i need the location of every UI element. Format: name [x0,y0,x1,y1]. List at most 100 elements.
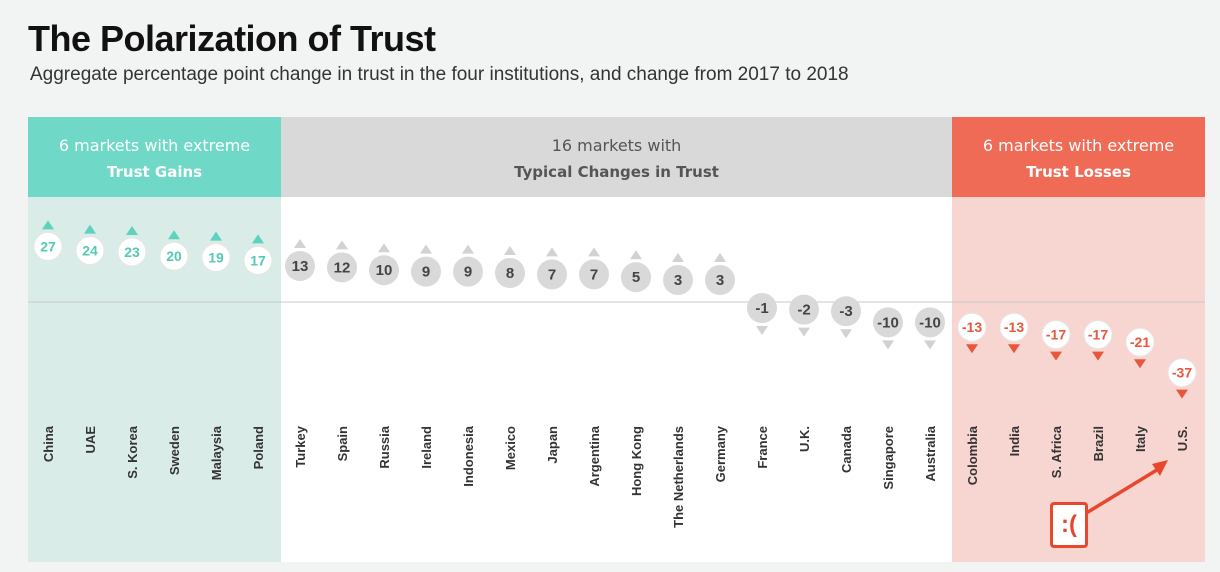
value-bubble-canada [831,296,861,327]
group-header-0 [28,117,281,197]
category-label-poland: Poland [251,426,266,469]
value-label-australia: -10 [919,314,941,331]
value-bubble-turkey [285,251,315,281]
up-arrow-icon [84,224,96,234]
down-arrow-icon [1176,389,1188,399]
category-label-u-s: U.S. [1175,426,1190,451]
value-label-brazil: -17 [1088,327,1108,343]
value-label-uae: 24 [82,243,98,259]
value-label-germany: 3 [716,272,724,289]
up-arrow-icon [252,234,264,244]
down-arrow-icon [924,340,936,350]
group-panel-1 [281,197,952,562]
group-header-line2: Trust Losses [1026,163,1131,181]
down-arrow-icon [1008,344,1020,354]
category-label-mexico: Mexico [503,426,518,470]
value-bubble-hong-kong [621,262,651,293]
value-bubble-spain [327,252,357,283]
category-label-brazil: Brazil [1091,426,1106,461]
up-arrow-icon [420,244,432,254]
up-arrow-icon [462,244,474,254]
up-arrow-icon [126,226,138,235]
value-label-turkey: 13 [292,258,309,275]
value-bubble-singapore [873,307,903,338]
category-label-hong-kong: Hong Kong [629,426,644,496]
value-label-italy: -21 [1130,334,1150,350]
value-label-malaysia: 19 [208,250,224,266]
up-arrow-icon [210,231,222,241]
category-label-u-k: U.K. [797,426,812,452]
value-label-indonesia: 9 [464,264,472,281]
value-label-ireland: 9 [422,264,430,281]
down-arrow-icon [882,340,894,350]
value-label-argentina: 7 [590,266,598,283]
value-label-colombia: -13 [962,319,982,335]
down-arrow-icon [1092,351,1104,361]
category-label-china: China [41,425,56,462]
up-arrow-icon [672,253,684,262]
value-bubble-mexico [495,258,525,288]
category-label-turkey: Turkey [293,425,308,467]
group-header-2 [952,117,1205,197]
value-label-singapore: -10 [877,314,899,331]
category-label-india: India [1007,425,1022,456]
up-arrow-icon [378,243,390,253]
up-arrow-icon [546,247,558,257]
value-bubble-colombia [957,312,987,342]
category-label-s-korea: S. Korea [125,425,140,479]
category-label-sweden: Sweden [167,426,182,475]
value-bubble-sweden [159,241,189,271]
value-bubble-france [747,293,777,323]
category-label-spain: Spain [335,426,350,461]
value-bubble-indonesia [453,256,483,287]
value-label-spain: 12 [334,259,351,276]
value-bubble-russia [369,255,399,286]
value-label-russia: 10 [376,262,393,279]
up-arrow-icon [168,230,180,240]
category-label-s-africa: S. Africa [1049,425,1064,478]
category-label-ireland: Ireland [419,426,434,469]
up-arrow-icon [42,220,54,230]
value-label-france: -1 [755,300,768,317]
group-header-1 [281,117,952,197]
value-bubble-italy [1125,327,1155,357]
category-label-the-netherlands: The Netherlands [671,426,686,528]
category-label-russia: Russia [377,425,392,468]
value-bubble-australia [915,307,945,338]
sad-face-annotation: :( [1050,502,1088,548]
group-panel-2 [952,197,1205,562]
value-label-the-netherlands: 3 [674,272,682,289]
category-label-singapore: Singapore [881,426,896,490]
value-bubble-china [33,231,63,261]
group-header-line2: Typical Changes in Trust [514,163,719,181]
down-arrow-icon [1050,351,1062,361]
value-bubble-india [999,312,1029,342]
value-bubble-u-s [1167,358,1197,388]
value-bubble-poland [243,245,273,275]
value-bubble-germany [705,265,735,295]
value-label-canada: -3 [839,303,852,320]
value-label-s-korea: 23 [124,244,140,260]
value-label-china: 27 [40,238,56,254]
category-label-japan: Japan [545,426,560,464]
category-label-australia: Australia [923,425,938,481]
category-label-colombia: Colombia [965,425,980,485]
category-label-italy: Italy [1133,425,1148,452]
category-label-indonesia: Indonesia [461,425,476,486]
category-label-malaysia: Malaysia [209,425,224,480]
down-arrow-icon [1134,359,1146,369]
value-label-mexico: 8 [506,265,514,282]
category-label-germany: Germany [713,425,728,482]
value-bubble-the-netherlands [663,265,693,295]
value-label-u-s: -37 [1172,365,1192,381]
category-label-france: France [755,426,770,469]
up-arrow-icon [504,246,516,255]
value-label-u-k: -2 [797,302,810,319]
value-bubble-s-africa [1041,320,1071,350]
up-arrow-icon [294,239,306,248]
value-bubble-brazil [1083,320,1113,350]
value-label-sweden: 20 [166,248,182,264]
chart-title: The Polarization of Trust [28,18,436,59]
down-arrow-icon [798,327,810,337]
